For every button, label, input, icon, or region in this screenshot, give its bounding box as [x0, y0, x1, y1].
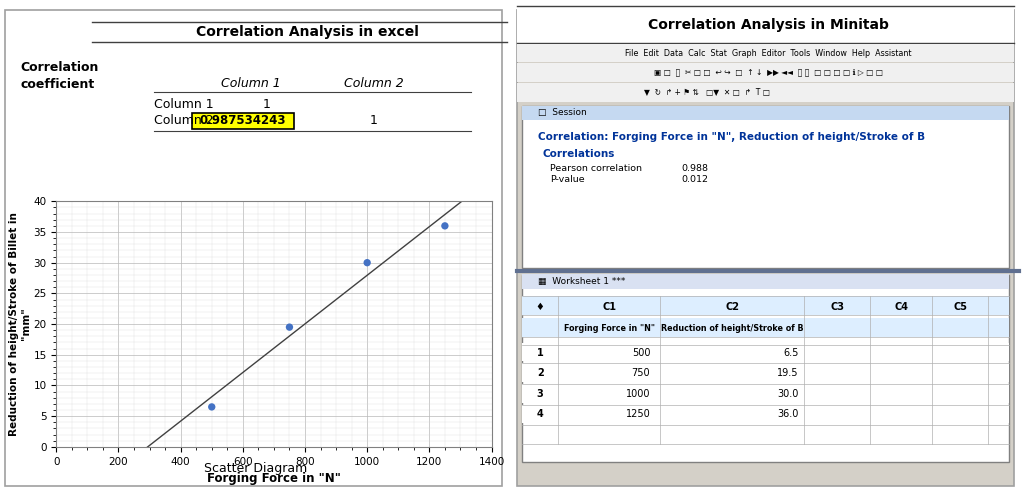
Point	[204, 403, 220, 411]
FancyBboxPatch shape	[522, 106, 1009, 120]
Text: 750: 750	[632, 368, 650, 378]
Text: 3: 3	[537, 389, 544, 399]
Text: C4: C4	[894, 302, 908, 312]
FancyBboxPatch shape	[517, 10, 1014, 486]
Text: 500: 500	[632, 348, 650, 357]
FancyBboxPatch shape	[517, 44, 1014, 62]
FancyBboxPatch shape	[522, 384, 1009, 403]
Text: 0.988: 0.988	[681, 164, 708, 173]
Text: 30.0: 30.0	[777, 389, 799, 399]
Text: Pearson correlation: Pearson correlation	[551, 164, 642, 173]
Text: Forging Force in "N": Forging Force in "N"	[564, 325, 654, 333]
FancyBboxPatch shape	[517, 63, 1014, 82]
Text: Correlations: Correlations	[543, 149, 615, 159]
Text: C2: C2	[725, 302, 739, 312]
Text: C1: C1	[602, 302, 616, 312]
FancyBboxPatch shape	[522, 318, 1009, 337]
Text: File  Edit  Data  Calc  Stat  Graph  Editor  Tools  Window  Help  Assistant: File Edit Data Calc Stat Graph Editor To…	[625, 49, 911, 57]
Text: Column 2: Column 2	[344, 77, 403, 90]
FancyBboxPatch shape	[522, 343, 1009, 361]
Text: 1250: 1250	[626, 409, 650, 419]
FancyBboxPatch shape	[522, 274, 1009, 289]
Text: 1: 1	[262, 98, 270, 110]
Point	[359, 259, 376, 267]
Text: Column 1: Column 1	[154, 98, 213, 110]
FancyBboxPatch shape	[522, 405, 1009, 423]
Text: P-value: P-value	[551, 175, 585, 184]
Text: 0.987534243: 0.987534243	[200, 114, 287, 127]
FancyBboxPatch shape	[193, 113, 295, 129]
Point	[282, 323, 298, 331]
Point	[436, 222, 453, 230]
Text: 2: 2	[537, 368, 544, 378]
Text: 1: 1	[370, 114, 378, 127]
Text: C5: C5	[953, 302, 967, 312]
X-axis label: Forging Force in "N": Forging Force in "N"	[207, 472, 341, 485]
Text: □  Session: □ Session	[538, 109, 587, 117]
FancyBboxPatch shape	[522, 296, 1009, 315]
Text: Correlation Analysis in excel: Correlation Analysis in excel	[196, 25, 419, 39]
Text: 0.012: 0.012	[681, 175, 708, 184]
FancyBboxPatch shape	[5, 10, 502, 486]
Text: Reduction of height/Stroke of B: Reduction of height/Stroke of B	[660, 325, 804, 333]
Text: Column 2: Column 2	[154, 114, 213, 127]
Text: ▣ □  ⎙  ✂ □ □  ↩ ↪  □  ↑ ↓  ▶▶ ◄◄  ⦵ ❓  □ □ □ □ ℹ ▷ □ □: ▣ □ ⎙ ✂ □ □ ↩ ↪ □ ↑ ↓ ▶▶ ◄◄ ⦵ ❓ □ □ □ □ …	[653, 68, 883, 77]
FancyBboxPatch shape	[522, 275, 1009, 462]
Text: 1: 1	[537, 348, 544, 357]
Text: Correlation
coefficient: Correlation coefficient	[20, 61, 99, 91]
Text: Column 1: Column 1	[221, 77, 281, 90]
FancyBboxPatch shape	[517, 83, 1014, 102]
FancyBboxPatch shape	[522, 106, 1009, 268]
FancyBboxPatch shape	[522, 363, 1009, 382]
Text: Correlation: Forging Force in "N", Reduction of height/Stroke of B: Correlation: Forging Force in "N", Reduc…	[538, 133, 925, 142]
Text: 4: 4	[537, 409, 544, 419]
Text: 19.5: 19.5	[777, 368, 799, 378]
Text: ♦: ♦	[536, 302, 545, 312]
Text: ▼  ↻  ↱ + ⚑ ⇅   □▼  ✕ □  ↱  T □: ▼ ↻ ↱ + ⚑ ⇅ □▼ ✕ □ ↱ T □	[643, 88, 770, 97]
FancyBboxPatch shape	[517, 6, 1014, 44]
Y-axis label: Reduction of height/Stroke of Billet in
"mm": Reduction of height/Stroke of Billet in …	[9, 212, 31, 436]
Text: ▦  Worksheet 1 ***: ▦ Worksheet 1 ***	[538, 277, 625, 286]
Text: Scatter Diagram: Scatter Diagram	[205, 463, 307, 475]
Text: Correlation Analysis in Minitab: Correlation Analysis in Minitab	[647, 18, 889, 31]
Text: 1000: 1000	[626, 389, 650, 399]
Text: 6.5: 6.5	[783, 348, 799, 357]
Text: 36.0: 36.0	[777, 409, 799, 419]
Text: C3: C3	[830, 302, 844, 312]
